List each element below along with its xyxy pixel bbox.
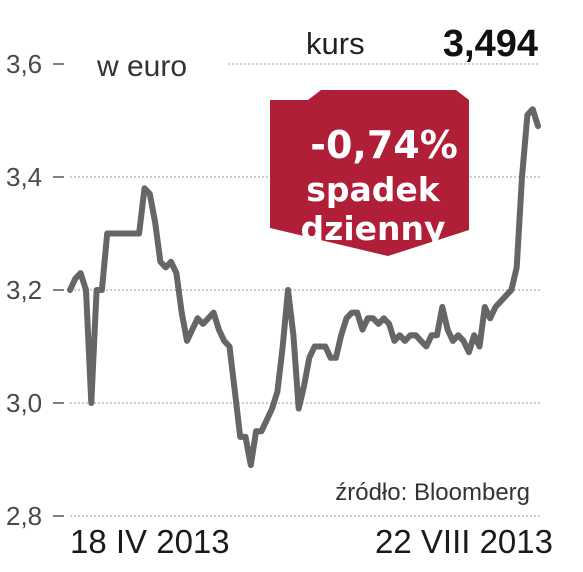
change-badge-percent: -0,74% (310, 123, 458, 167)
series-line (67, 106, 541, 469)
change-badge-arrow (270, 90, 469, 256)
change-badge: -0,74% spadek dzienny (270, 90, 469, 256)
y-tick-label: 3,4 (6, 162, 42, 192)
unit-label: w euro (96, 50, 187, 83)
y-tick-label: 3,6 (6, 49, 42, 79)
grid-lines (70, 63, 540, 517)
y-axis-ticks: 2,8 3,0 3,2 3,4 3,6 (6, 49, 64, 531)
source-label: źródło: Bloomberg (335, 479, 530, 506)
change-badge-line1: spadek (306, 170, 441, 209)
y-tick-label: 2,8 (6, 501, 42, 531)
kurs-label: kurs (306, 26, 365, 61)
x-end-label: 22 VIII 2013 (375, 523, 553, 560)
change-badge-line2: dzienny (300, 209, 445, 248)
x-start-label: 18 IV 2013 (70, 523, 230, 560)
y-tick-label: 3,2 (6, 275, 42, 305)
kurs-value: 3,494 (443, 23, 538, 65)
y-tick-label: 3,0 (6, 388, 42, 418)
